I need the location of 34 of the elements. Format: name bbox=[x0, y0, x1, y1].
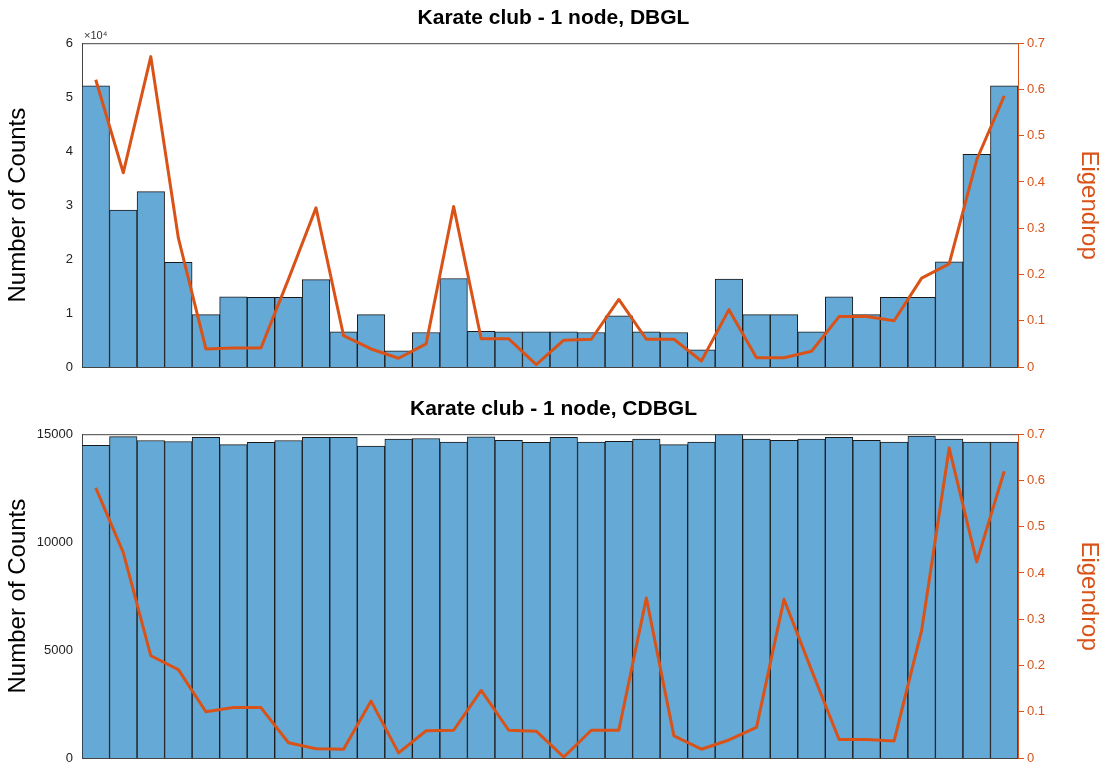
y2-axis-title: Eigendrop bbox=[1076, 150, 1104, 260]
y-tick-label: 3 bbox=[65, 196, 73, 212]
y-tick-label: 1 bbox=[65, 304, 73, 320]
y-tick-label: 5 bbox=[65, 88, 73, 104]
y-axis-title: Number of Counts bbox=[3, 107, 31, 303]
y2-tick-label: 0.4 bbox=[1027, 564, 1046, 580]
text: ×10⁴ bbox=[84, 28, 108, 41]
y2-tick-label: 0.1 bbox=[1027, 312, 1046, 328]
y2-tick-label: 0.7 bbox=[1027, 34, 1046, 50]
y2-tick-label: 0.5 bbox=[1027, 518, 1046, 534]
y-tick-label: 10000 bbox=[36, 533, 73, 549]
y2-tick-label: 0.2 bbox=[1027, 657, 1046, 673]
y2-tick-label: 0.6 bbox=[1027, 472, 1046, 488]
y2-tick-label: 0.1 bbox=[1027, 703, 1046, 719]
y2-tick-label: 0 bbox=[1027, 749, 1035, 765]
y2-tick-label: 0.7 bbox=[1027, 425, 1046, 441]
y-tick-label: 2 bbox=[65, 250, 73, 266]
y-tick-label: 4 bbox=[65, 142, 73, 158]
chart-title: Karate club - 1 node, CDBGL bbox=[409, 396, 698, 420]
y-tick-label: 0 bbox=[65, 749, 73, 765]
chart-title: Karate club - 1 node, DBGL bbox=[417, 5, 690, 29]
y-tick-label: 15000 bbox=[36, 425, 73, 441]
y-tick-label: 5000 bbox=[44, 641, 73, 657]
y-tick-label: 0 bbox=[65, 358, 73, 374]
y2-tick-label: 0.6 bbox=[1027, 81, 1046, 97]
y2-tick-label: 0.2 bbox=[1027, 266, 1046, 282]
y2-axis-title: Eigendrop bbox=[1076, 541, 1104, 651]
y2-tick-label: 0 bbox=[1027, 358, 1035, 374]
y2-tick-label: 0.3 bbox=[1027, 610, 1046, 626]
y2-tick-label: 0.5 bbox=[1027, 127, 1046, 143]
y2-tick-label: 0.4 bbox=[1027, 173, 1046, 189]
y-axis-title: Number of Counts bbox=[3, 498, 31, 694]
y2-tick-label: 0.3 bbox=[1027, 219, 1046, 235]
y-tick-label: 6 bbox=[65, 34, 73, 50]
